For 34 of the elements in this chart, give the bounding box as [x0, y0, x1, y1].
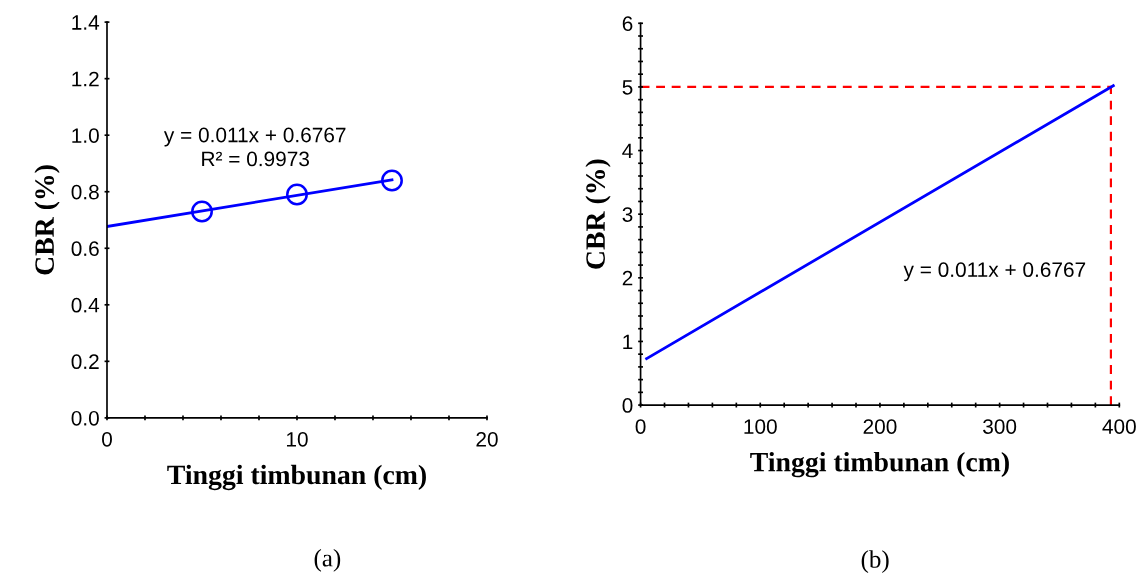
x-tick-label: 0: [102, 431, 112, 447]
y-tick-label: 4: [622, 143, 633, 159]
annotation: y = 0.011x + 0.6767: [903, 262, 1086, 282]
y-axis-title: CBR (%): [585, 159, 611, 269]
point: [381, 169, 403, 192]
y-axis-title: CBR (%): [34, 165, 60, 275]
y-tick-label: 0.0: [71, 410, 99, 426]
y-tick-label: 0.6: [71, 241, 99, 257]
annotation: y = 0.011x + 0.6767 R² = 0.9973: [163, 127, 346, 167]
x-tick-label: 100: [744, 419, 777, 434]
y-tick-label: 6: [622, 16, 633, 32]
x-axis-title: Tinggi timbunan (cm): [750, 451, 1009, 478]
x-tick-label: 0: [635, 419, 646, 434]
x-tick-label: 300: [983, 419, 1017, 434]
y-tick-label: 1: [623, 334, 633, 349]
text: (b): [861, 550, 889, 573]
point: [191, 200, 213, 223]
y-tick-label: 1.2: [72, 71, 99, 87]
x-tick-label: 200: [863, 419, 897, 434]
point: [286, 183, 308, 206]
y-tick-label: 1.4: [72, 15, 100, 30]
x-tick-label: 10: [286, 431, 308, 447]
y-tick-label: 0.8: [71, 184, 99, 200]
x-axis-title: Tinggi timbunan (cm): [167, 464, 426, 491]
y-tick-label: 0.2: [71, 354, 99, 370]
y-tick-label: 1.0: [72, 128, 99, 143]
y-tick-label: 5: [622, 80, 633, 95]
y-tick-label: 0: [622, 398, 633, 413]
y-tick-label: 3: [622, 207, 633, 222]
text: (a): [314, 549, 341, 572]
x-tick-label: 20: [476, 431, 498, 447]
x-tick-label: 400: [1102, 419, 1136, 434]
y-tick-label: 2: [622, 270, 633, 286]
y-tick-label: 0.4: [71, 297, 100, 313]
